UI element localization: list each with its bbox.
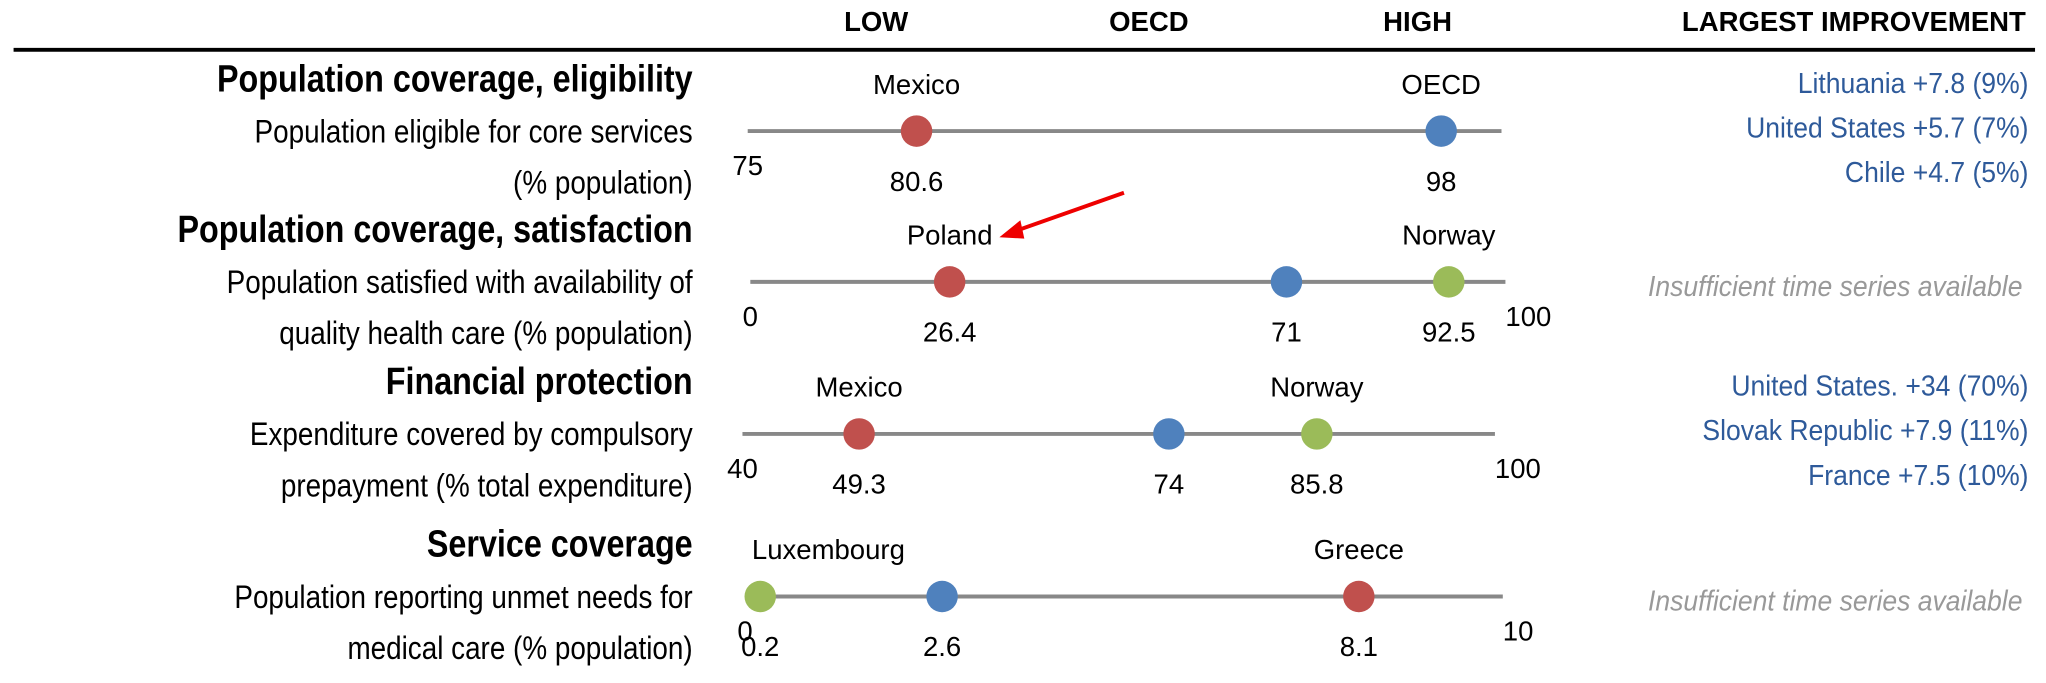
improvement: Insufficient time series available <box>1648 270 2022 302</box>
point-label: Norway <box>1270 372 1364 403</box>
improvement: Lithuania +7.8 (9%) United States +5.7 (7… <box>1746 67 2028 188</box>
value-label: 26.4 <box>923 317 977 348</box>
value-label: 49.3 <box>832 469 886 500</box>
tick-label: 100 <box>1505 301 1551 332</box>
dot <box>843 418 875 450</box>
row-subtitle: Population satisfied with availability o… <box>227 264 693 301</box>
improvement-item: United States +5.7 (7%) <box>1746 111 2028 143</box>
arrow-head <box>999 220 1025 239</box>
dot <box>1343 580 1375 613</box>
header-low: LOW <box>844 6 908 37</box>
point-label: Greece <box>1314 534 1404 565</box>
row-subtitle: (% population) <box>513 164 693 201</box>
header-improvement: LARGEST IMPROVEMENT <box>1682 6 2026 37</box>
row-labels: Financial protection Expenditure covered … <box>250 361 693 504</box>
row-labels: Population coverage, eligibility Populati… <box>217 58 693 201</box>
tick-label: 0 <box>737 615 752 646</box>
note: Insufficient time series available <box>1648 270 2022 302</box>
improvement-item: Chile +4.7 (5%) <box>1845 156 2029 188</box>
dot <box>1153 418 1185 450</box>
point-label: Luxembourg <box>752 534 905 565</box>
dot <box>926 580 958 613</box>
value-label: 92.5 <box>1422 317 1476 348</box>
tick-label: 100 <box>1495 453 1541 484</box>
improvement-item: United States. +34 (70%) <box>1731 370 2028 402</box>
dot <box>1301 418 1333 450</box>
improvement: Insufficient time series available <box>1648 585 2022 617</box>
row-labels: Service coverage Population reporting unm… <box>234 523 692 666</box>
row-title: Service coverage <box>427 523 693 565</box>
arrow <box>1011 190 1125 234</box>
value-label: 0.2 <box>741 631 779 662</box>
value-label: 71 <box>1271 317 1302 348</box>
dot <box>1425 115 1457 147</box>
value-label: 85.8 <box>1290 469 1344 500</box>
point-label: OECD <box>1401 69 1481 100</box>
header-oecd: OECD <box>1109 6 1189 37</box>
row-subtitle: prepayment (% total expenditure) <box>281 467 693 504</box>
improvement: United States. +34 (70%) Slovak Republic … <box>1702 370 2028 491</box>
tick-label: 75 <box>732 150 763 181</box>
row-subtitle: Population eligible for core services <box>255 113 693 150</box>
value-label: 2.6 <box>923 631 961 662</box>
point-label: Norway <box>1402 220 1496 251</box>
dot <box>933 266 966 298</box>
point-label: Poland <box>907 220 993 251</box>
value-label: 98 <box>1426 166 1457 197</box>
header-high: HIGH <box>1383 6 1452 37</box>
dot <box>900 115 933 147</box>
value-label: 8.1 <box>1340 631 1378 662</box>
dot <box>744 580 776 613</box>
dot <box>1433 266 1465 298</box>
row-title: Population coverage, eligibility <box>217 58 693 100</box>
improvement-item: Lithuania +7.8 (9%) <box>1798 67 2029 99</box>
dot <box>1270 266 1303 298</box>
improvement-item: France +7.5 (10%) <box>1808 459 2028 491</box>
value-label: 74 <box>1154 469 1185 500</box>
note: Insufficient time series available <box>1648 585 2022 617</box>
row-subtitle: medical care (% population) <box>347 630 692 667</box>
point-label: Mexico <box>816 372 903 403</box>
row-subtitle: Expenditure covered by compulsory <box>250 416 693 453</box>
value-label: 80.6 <box>890 166 944 197</box>
row-title: Population coverage, satisfaction <box>177 209 692 251</box>
row-subtitle: Population reporting unmet needs for <box>234 579 692 616</box>
row-title: Financial protection <box>386 361 693 403</box>
improvement-item: Slovak Republic +7.9 (11%) <box>1702 414 2028 446</box>
tick-label: 40 <box>727 453 758 484</box>
row-labels: Population coverage, satisfaction Populat… <box>177 209 693 352</box>
tick-label: 10 <box>1503 615 1534 646</box>
tick-label: 0 <box>743 301 758 332</box>
row-subtitle: quality health care (% population) <box>279 315 692 352</box>
point-label: Mexico <box>873 69 960 100</box>
